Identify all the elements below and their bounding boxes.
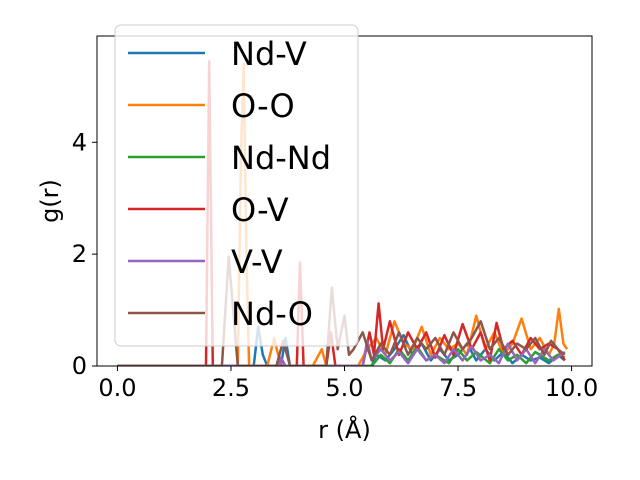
x-tick-label: 2.5 [212,374,250,402]
legend-label: O-O [231,87,295,125]
y-tick-label: 4 [72,128,87,156]
x-axis-label: r (Å) [318,415,371,444]
x-tick-label: 0.0 [98,374,136,402]
y-axis-label: g(r) [36,179,64,223]
legend-label: Nd-Nd [231,139,331,177]
series-line-v-v [117,339,566,366]
legend-label: Nd-O [231,295,313,333]
x-tick-label: 7.5 [439,374,477,402]
series-layer [117,59,569,366]
legend-label: V-V [231,243,283,281]
x-tick-label: 5.0 [325,374,363,402]
y-axis: 0 2 4 [72,128,97,380]
legend: Nd-V O-O Nd-Nd O-V V-V Nd-O [114,24,359,347]
legend-label: Nd-V [231,35,307,73]
x-axis: 0.0 2.5 5.0 7.5 10.0 [98,366,598,402]
x-tick-label: 10.0 [545,374,598,402]
y-tick-label: 2 [72,240,87,268]
y-tick-label: 0 [72,352,87,380]
series-line-o-v [117,59,566,366]
legend-label: O-V [231,191,289,229]
